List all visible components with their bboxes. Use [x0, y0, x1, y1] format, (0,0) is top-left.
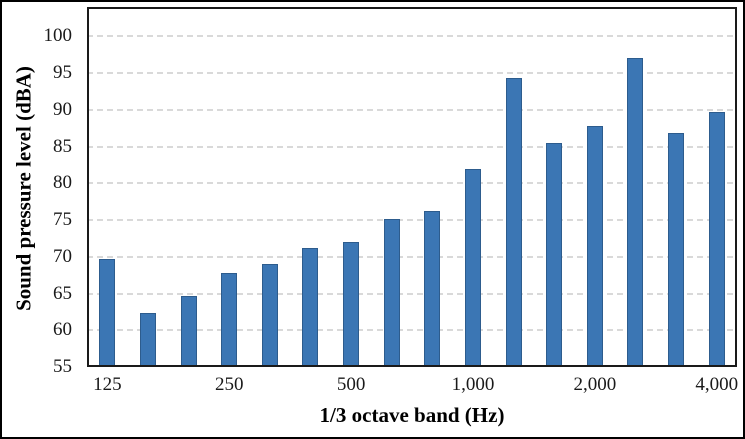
bar-400hz	[302, 247, 319, 367]
x-axis-title: 1/3 octave band (Hz)	[319, 403, 505, 427]
gridline-80	[87, 182, 737, 185]
y-tick-label-55: 55	[53, 356, 72, 377]
y-tick-label-60: 60	[53, 319, 72, 341]
y-tick-label-95: 95	[53, 62, 72, 84]
y-tick-label-85: 85	[53, 135, 72, 157]
bar-2000hz	[586, 126, 603, 367]
x-tick-label-1000hz: 1,000	[451, 374, 495, 395]
y-tick-label-75: 75	[53, 209, 72, 231]
gridline-100	[87, 35, 737, 38]
gridline-75	[87, 219, 737, 222]
bar-800hz	[424, 211, 441, 367]
bar-250hz	[221, 272, 238, 367]
bar-1600hz	[546, 142, 563, 367]
gridline-65	[87, 292, 737, 295]
bar-630hz	[383, 218, 400, 367]
gridline-90	[87, 108, 737, 111]
y-tick-label-70: 70	[53, 245, 72, 267]
bar-315hz	[261, 264, 278, 367]
x-tick-label-2000hz: 2,000	[573, 374, 617, 395]
bar-200hz	[180, 296, 197, 367]
y-tick-label-90: 90	[53, 98, 72, 120]
bar-4000hz	[708, 112, 725, 367]
x-tick-label-4000hz: 4,000	[695, 374, 739, 395]
bar-160hz	[139, 312, 156, 367]
bar-1000hz	[464, 168, 481, 367]
y-tick-label-100: 100	[43, 25, 73, 47]
gridline-60	[87, 329, 737, 332]
bar-1250hz	[505, 78, 522, 367]
gridline-70	[87, 255, 737, 258]
x-tick-label-500hz: 500	[336, 374, 366, 395]
bar-3150hz	[668, 133, 685, 367]
gridline-95	[87, 72, 737, 75]
gridline-85	[87, 145, 737, 148]
bar-500hz	[343, 242, 360, 367]
bar-2500hz	[627, 58, 644, 367]
x-tick-label-250hz: 250	[214, 374, 244, 395]
y-tick-label-80: 80	[53, 172, 72, 194]
y-tick-label-65: 65	[53, 282, 72, 304]
x-tick-label-125hz: 125	[93, 374, 122, 395]
bar-125hz	[99, 259, 116, 367]
